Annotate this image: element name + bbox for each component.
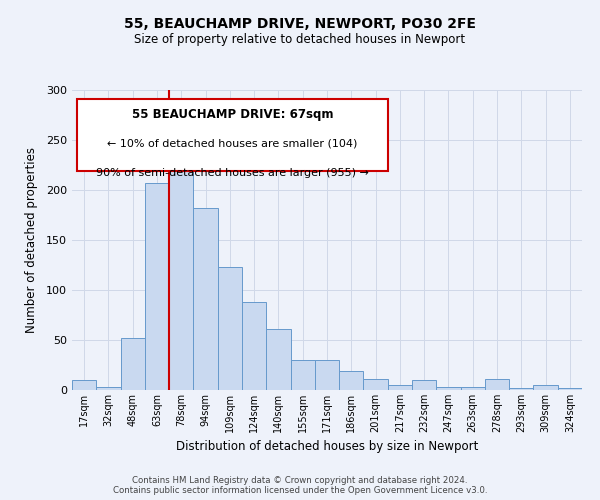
Bar [558, 388, 582, 390]
Bar [412, 380, 436, 390]
Text: ← 10% of detached houses are smaller (104): ← 10% of detached houses are smaller (10… [107, 138, 358, 148]
Bar [266, 329, 290, 390]
Bar [96, 387, 121, 390]
FancyBboxPatch shape [77, 99, 388, 171]
Bar [364, 379, 388, 390]
Bar [193, 208, 218, 390]
Text: Contains HM Land Registry data © Crown copyright and database right 2024.: Contains HM Land Registry data © Crown c… [132, 476, 468, 485]
Bar [461, 387, 485, 390]
Bar [290, 360, 315, 390]
Text: 90% of semi-detached houses are larger (955) →: 90% of semi-detached houses are larger (… [96, 168, 369, 178]
Bar [339, 371, 364, 390]
Bar [533, 385, 558, 390]
Bar [436, 387, 461, 390]
Bar [72, 380, 96, 390]
Text: Contains public sector information licensed under the Open Government Licence v3: Contains public sector information licen… [113, 486, 487, 495]
Bar [509, 388, 533, 390]
Bar [218, 267, 242, 390]
Bar [315, 360, 339, 390]
Bar [121, 338, 145, 390]
Text: 55 BEAUCHAMP DRIVE: 67sqm: 55 BEAUCHAMP DRIVE: 67sqm [132, 108, 334, 121]
Bar [145, 183, 169, 390]
Bar [485, 379, 509, 390]
Y-axis label: Number of detached properties: Number of detached properties [25, 147, 38, 333]
X-axis label: Distribution of detached houses by size in Newport: Distribution of detached houses by size … [176, 440, 478, 454]
Text: Size of property relative to detached houses in Newport: Size of property relative to detached ho… [134, 32, 466, 46]
Bar [388, 385, 412, 390]
Bar [242, 302, 266, 390]
Bar [169, 150, 193, 390]
Text: 55, BEAUCHAMP DRIVE, NEWPORT, PO30 2FE: 55, BEAUCHAMP DRIVE, NEWPORT, PO30 2FE [124, 18, 476, 32]
